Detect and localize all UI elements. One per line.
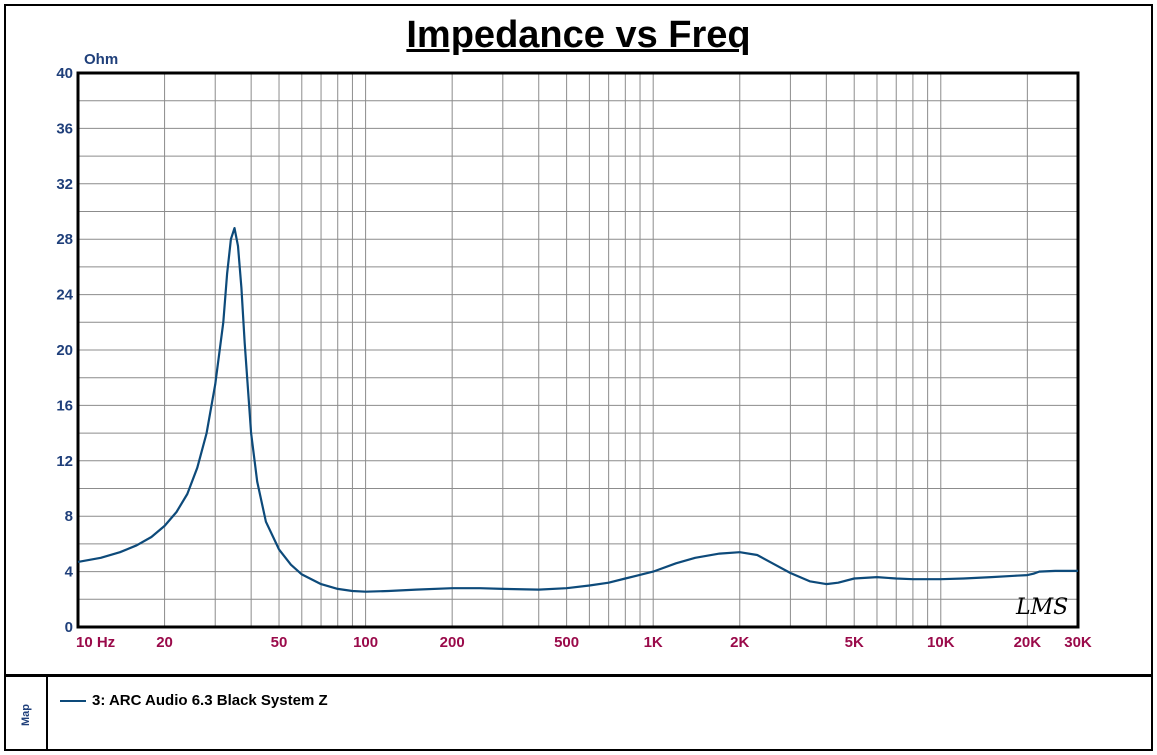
legend-divider	[4, 674, 1153, 677]
x-tick-label: 20K	[1014, 634, 1042, 651]
x-tick-label: 20	[156, 634, 173, 651]
impedance-series-line	[77, 227, 1078, 593]
x-tick-label: 10K	[927, 634, 955, 651]
x-tick-label: 30K	[1064, 634, 1092, 651]
y-tick-label: 8	[65, 508, 73, 525]
x-tick-label: 500	[554, 634, 579, 651]
x-tick-label: 2K	[730, 634, 749, 651]
chart-frame	[4, 4, 1153, 751]
y-tick-labels: 0 4 8 12 16 20 24 28 32 36 40	[56, 65, 73, 636]
y-tick-label: 32	[56, 176, 73, 193]
y-tick-label: 0	[65, 619, 73, 636]
x-tick-label: 200	[440, 634, 465, 651]
y-tick-label: 40	[56, 65, 73, 82]
x-tick-label: 100	[353, 634, 378, 651]
y-tick-label: 20	[56, 342, 73, 359]
x-tick-label: 10 Hz	[76, 634, 115, 651]
x-tick-labels: 10 Hz 20 50 100 200 500 1K 2K 5K 10K 20K 30K	[76, 634, 1092, 651]
x-tick-label: 50	[271, 634, 288, 651]
y-tick-label: 28	[56, 231, 73, 248]
plot-border	[76, 71, 1080, 629]
legend-series-name: 3: ARC Audio 6.3 Black System Z	[92, 692, 328, 709]
y-tick-label: 16	[56, 397, 73, 414]
legend-entry: 3: ARC Audio 6.3 Black System Z	[60, 692, 328, 709]
y-tick-label: 24	[56, 287, 73, 304]
x-tick-label: 5K	[845, 634, 864, 651]
x-tick-label: 1K	[644, 634, 663, 651]
map-label-text: Map	[20, 704, 32, 726]
y-axis-unit: Ohm	[84, 51, 118, 68]
y-tick-label: 4	[65, 564, 74, 581]
legend-line-swatch	[60, 699, 86, 702]
lms-watermark: LMS	[1015, 595, 1068, 620]
y-tick-label: 12	[56, 453, 73, 470]
grid-lines	[77, 72, 1079, 628]
y-tick-label: 36	[56, 120, 73, 137]
map-label: Map	[12, 690, 40, 740]
map-separator	[46, 676, 48, 751]
chart-title: Impedance vs Freq	[406, 14, 751, 56]
